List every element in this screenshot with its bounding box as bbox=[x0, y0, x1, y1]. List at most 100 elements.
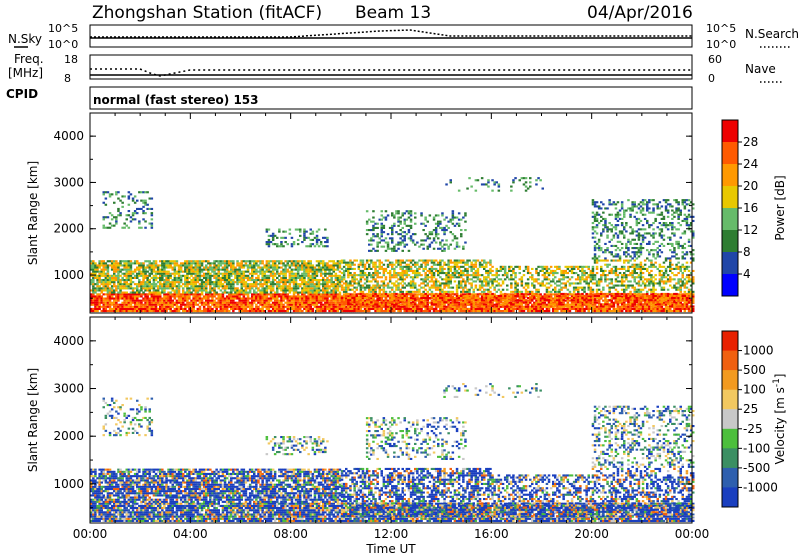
power-cell bbox=[620, 310, 624, 313]
power-cell bbox=[273, 266, 277, 269]
power-cell bbox=[194, 287, 197, 290]
power-cell bbox=[464, 305, 467, 308]
power-cell bbox=[416, 297, 419, 300]
power-cell bbox=[650, 310, 653, 313]
power-cell bbox=[165, 305, 168, 308]
power-cell bbox=[439, 290, 442, 293]
power-cell bbox=[420, 292, 423, 295]
power-cell bbox=[309, 268, 312, 271]
power-cell bbox=[447, 265, 450, 268]
power-cell bbox=[345, 303, 348, 306]
power-cell bbox=[353, 267, 356, 270]
power-cell bbox=[261, 301, 264, 304]
power-cell bbox=[326, 276, 329, 279]
power-cell bbox=[238, 299, 241, 302]
power-cell bbox=[305, 303, 308, 306]
power-cell bbox=[299, 266, 302, 269]
power-cell bbox=[290, 281, 294, 284]
power-cell bbox=[572, 303, 576, 306]
power-cell bbox=[374, 267, 377, 270]
power-cell bbox=[286, 268, 289, 271]
power-cell bbox=[457, 307, 461, 310]
power-cell bbox=[251, 305, 254, 308]
power-cell bbox=[324, 305, 327, 308]
power-cell bbox=[480, 280, 484, 283]
power-cell bbox=[445, 310, 448, 313]
power-cell bbox=[265, 264, 269, 267]
power-cell bbox=[119, 295, 122, 298]
power-cell bbox=[223, 287, 227, 290]
power-cell bbox=[228, 305, 231, 308]
power-cell bbox=[414, 303, 417, 306]
power-cell bbox=[332, 305, 335, 308]
power-cell bbox=[359, 307, 363, 310]
power-cell bbox=[305, 264, 308, 267]
power-cell bbox=[351, 284, 354, 287]
power-cell bbox=[365, 284, 369, 287]
power-cell bbox=[198, 268, 202, 271]
power-cell bbox=[156, 295, 160, 298]
power-cell bbox=[152, 266, 156, 269]
power-cell bbox=[474, 307, 478, 310]
power-cell bbox=[123, 260, 126, 263]
power-cell bbox=[338, 297, 342, 300]
power-cell bbox=[196, 270, 200, 273]
power-cell bbox=[347, 265, 350, 268]
power-cell bbox=[240, 279, 243, 282]
power-cell bbox=[363, 274, 367, 277]
power-cell bbox=[401, 292, 404, 295]
power-cell bbox=[94, 297, 97, 300]
power-cell bbox=[324, 303, 327, 306]
power-cell bbox=[328, 274, 331, 277]
power-cell bbox=[125, 285, 128, 288]
power-cell bbox=[334, 291, 338, 294]
power-cell bbox=[451, 274, 455, 277]
power-cell bbox=[493, 299, 496, 302]
power-cell bbox=[196, 264, 200, 267]
power-cell bbox=[253, 299, 256, 302]
power-cell bbox=[269, 287, 273, 290]
power-cell bbox=[171, 287, 174, 290]
power-cell bbox=[426, 276, 429, 279]
power-cell bbox=[437, 310, 440, 313]
power-cell bbox=[240, 281, 243, 284]
power-cell bbox=[474, 286, 478, 289]
power-cell bbox=[184, 264, 187, 267]
power-cell bbox=[342, 305, 346, 308]
power-cell bbox=[96, 295, 99, 298]
power-cell bbox=[372, 299, 375, 302]
power-cell bbox=[472, 280, 475, 283]
power-cell bbox=[184, 268, 187, 271]
power-cell bbox=[579, 310, 582, 313]
power-cell bbox=[96, 293, 99, 296]
power-cell bbox=[190, 310, 193, 313]
power-cell bbox=[248, 279, 252, 282]
power-cell bbox=[395, 265, 398, 268]
power-cell bbox=[202, 307, 206, 310]
power-cell bbox=[246, 268, 250, 271]
power-cell bbox=[395, 259, 398, 262]
power-cell bbox=[303, 279, 306, 282]
power-cell bbox=[251, 295, 254, 298]
power-cell bbox=[290, 289, 294, 292]
power-cell bbox=[411, 294, 415, 297]
power-cell bbox=[177, 276, 181, 279]
power-cell bbox=[432, 259, 436, 262]
power-cell bbox=[288, 287, 292, 290]
power-cell bbox=[196, 266, 200, 269]
power-cell bbox=[106, 279, 110, 282]
power-cell bbox=[148, 299, 151, 302]
power-cell bbox=[136, 262, 139, 265]
power-cell bbox=[355, 305, 358, 308]
power-cell bbox=[489, 303, 492, 306]
power-cell bbox=[265, 289, 269, 292]
power-cell bbox=[391, 288, 394, 291]
power-cell bbox=[179, 293, 183, 296]
power-cell bbox=[259, 301, 262, 304]
power-cell bbox=[324, 272, 327, 275]
power-cell bbox=[393, 290, 396, 293]
power-cell bbox=[349, 297, 352, 300]
power-cell bbox=[119, 274, 122, 277]
power-cell bbox=[301, 276, 304, 279]
power-cell bbox=[322, 260, 325, 263]
